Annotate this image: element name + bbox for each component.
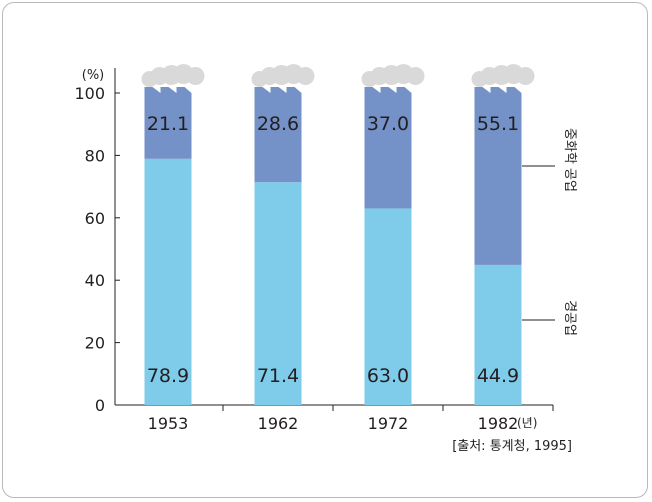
x-tick-label: 1962 bbox=[258, 414, 299, 433]
x-tick-label: 1982 bbox=[478, 414, 519, 433]
bar-segment-light-industry bbox=[474, 264, 522, 405]
bar-segment-heavy-industry bbox=[254, 93, 302, 183]
source-note: [출처: 통계청, 1995] bbox=[452, 439, 572, 454]
bars bbox=[141, 64, 535, 405]
x-tick-label: 1972 bbox=[368, 414, 409, 433]
value-label-heavy-industry: 37.0 bbox=[367, 113, 409, 135]
value-label-heavy-industry: 21.1 bbox=[147, 113, 189, 135]
y-tick-label: 20 bbox=[85, 334, 105, 353]
value-label-light-industry: 78.9 bbox=[147, 365, 189, 387]
value-label-light-industry: 71.4 bbox=[257, 365, 299, 387]
factory-smoke-icon bbox=[471, 64, 535, 93]
value-label-light-industry: 63.0 bbox=[367, 365, 409, 387]
bar-segment-heavy-industry bbox=[474, 93, 522, 265]
legend-label-light-industry: 경공업 bbox=[562, 300, 577, 336]
bar-segment-light-industry bbox=[254, 182, 302, 405]
x-tick-label: 1953 bbox=[148, 414, 189, 433]
bar-segment-light-industry bbox=[144, 158, 192, 405]
labels: 1953 1962 1972 1982 78.9 21.1 71.4 28.6 63.0 37.0… bbox=[147, 113, 577, 433]
bar-segment-heavy-industry bbox=[364, 93, 412, 209]
y-tick-label: 100 bbox=[74, 84, 105, 103]
factory-smoke-icon bbox=[141, 64, 205, 93]
bar-segment-light-industry bbox=[364, 208, 412, 405]
y-tick-label: 60 bbox=[85, 209, 105, 228]
legend-label-heavy-industry: 중화학 공업 bbox=[562, 128, 577, 192]
y-tick-label: 80 bbox=[85, 146, 105, 165]
y-tick-label: 0 bbox=[95, 396, 105, 415]
value-label-light-industry: 44.9 bbox=[477, 365, 519, 387]
factory-smoke-icon bbox=[251, 64, 315, 93]
factory-smoke-icon bbox=[361, 64, 425, 93]
y-unit-label: (%) bbox=[82, 68, 105, 83]
value-label-heavy-industry: 28.6 bbox=[257, 113, 299, 135]
x-unit-label: (년) bbox=[517, 416, 537, 430]
figure-frame bbox=[2, 2, 648, 498]
value-label-heavy-industry: 55.1 bbox=[477, 113, 519, 135]
bar-segment-heavy-industry bbox=[144, 93, 192, 159]
y-tick-label: 40 bbox=[85, 271, 105, 290]
